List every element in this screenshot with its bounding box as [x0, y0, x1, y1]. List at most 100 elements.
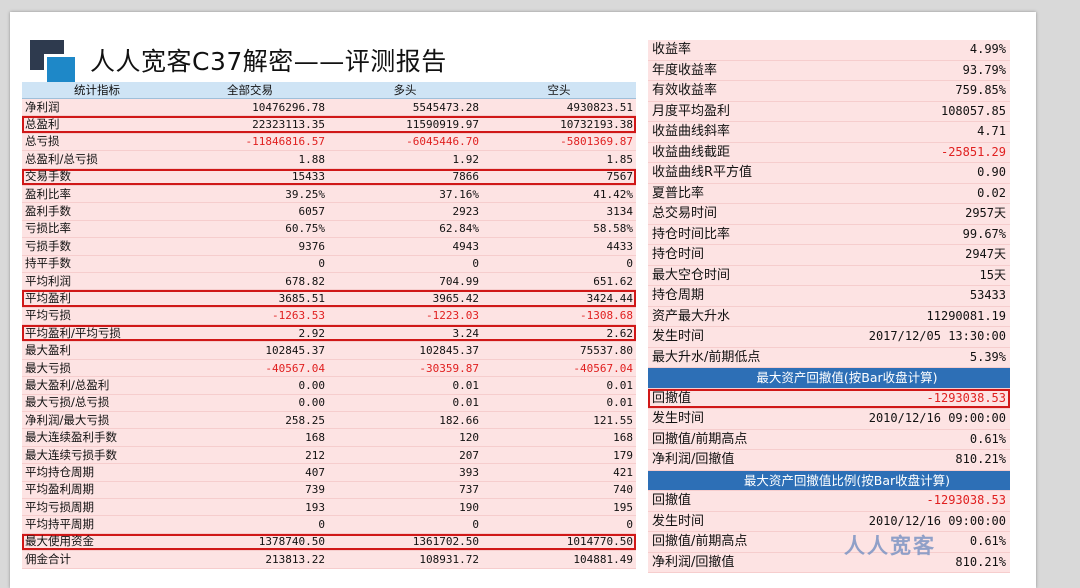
short-value: 0.01 [482, 394, 636, 413]
short-value: 0.01 [482, 376, 636, 395]
metric-value: 53433 [838, 285, 1010, 307]
table-row: 亏损手数 9376 4943 4433 [22, 237, 636, 256]
table-header-row: 统计指标 全部交易 多头 空头 [22, 82, 636, 99]
all-trades-value: 0 [172, 255, 328, 273]
table-row: 收益曲线截距 -25851.29 [648, 142, 1010, 163]
table-row: 总交易时间 2957天 [648, 203, 1010, 225]
section-header-row: 最大资产回撤值(按Bar收盘计算) [648, 367, 1010, 389]
metric-label: 最大连续亏损手数 [22, 446, 172, 465]
short-value: 3424.44 [482, 289, 636, 308]
metric-label: 持仓周期 [648, 285, 838, 307]
long-value: 0.01 [328, 394, 482, 413]
long-value: 3.24 [328, 324, 482, 343]
all-trades-value: -1263.53 [172, 307, 328, 326]
metric-label: 发生时间 [648, 511, 838, 532]
metric-label: 持仓时间比率 [648, 224, 838, 245]
metric-label: 最大连续盈利手数 [22, 428, 172, 447]
metric-label: 回撤值/前期高点 [648, 531, 838, 553]
all-trades-value: 6057 [172, 202, 328, 221]
metric-label: 发生时间 [648, 326, 838, 348]
section-title: 最大资产回撤值(按Bar收盘计算) [648, 367, 1010, 389]
long-value: 5545473.28 [328, 98, 482, 117]
short-value: 1.85 [482, 150, 636, 169]
metric-value: -1293038.53 [838, 388, 1010, 409]
long-value: 4943 [328, 237, 482, 256]
short-value: 41.42% [482, 185, 636, 204]
metric-value: 0.90 [838, 162, 1010, 184]
long-value: 108931.72 [328, 550, 482, 569]
all-trades-value: 1.88 [172, 150, 328, 169]
all-trades-value: 15433 [172, 168, 328, 186]
metric-label: 平均亏损 [22, 307, 172, 326]
report-slide: 人人宽客C37解密——评测报告 统计指标 全部交易 多头 空头 净利润 10476… [10, 12, 1036, 588]
metric-label: 净利润/回撤值 [648, 552, 838, 573]
metric-label: 最大使用资金 [22, 533, 172, 552]
metric-value: 2957天 [838, 203, 1010, 225]
metric-label: 净利润/回撤值 [648, 449, 838, 471]
header-all-trades: 全部交易 [172, 82, 328, 99]
metric-label: 回撤值/前期高点 [648, 429, 838, 450]
header-long: 多头 [328, 82, 482, 99]
table-row: 最大盈利 102845.37 102845.37 75537.80 [22, 341, 636, 360]
long-value: -30359.87 [328, 359, 482, 378]
table-row: 最大升水/前期低点 5.39% [648, 347, 1010, 368]
short-value: 2.62 [482, 324, 636, 343]
short-value: 10732193.38 [482, 115, 636, 134]
all-trades-value: 678.82 [172, 272, 328, 291]
short-value: 421 [482, 463, 636, 482]
all-trades-value: -40567.04 [172, 359, 328, 378]
table-row: 最大连续盈利手数 168 120 168 [22, 428, 636, 447]
metric-label: 总盈利/总亏损 [22, 150, 172, 169]
long-value: 207 [328, 446, 482, 465]
metric-label: 回撤值 [648, 388, 838, 409]
all-trades-value: 739 [172, 481, 328, 499]
table-row: 净利润 10476296.78 5545473.28 4930823.51 [22, 98, 636, 117]
table-row: 最大盈利/总盈利 0.00 0.01 0.01 [22, 376, 636, 395]
metric-label: 收益曲线斜率 [648, 121, 838, 143]
metric-value: 0.02 [838, 183, 1010, 204]
metric-label: 总亏损 [22, 133, 172, 152]
metric-value: 99.67% [838, 224, 1010, 245]
all-trades-value: 0.00 [172, 376, 328, 395]
short-value: 0 [482, 515, 636, 534]
watermark: 人人宽客 [844, 534, 936, 558]
table-row: 发生时间 2010/12/16 09:00:00 [648, 511, 1010, 532]
short-value: -40567.04 [482, 359, 636, 378]
table-row: 亏损比率 60.75% 62.84% 58.58% [22, 220, 636, 239]
short-value: 7567 [482, 168, 636, 186]
metric-value: 2017/12/05 13:30:00 [838, 326, 1010, 348]
metric-label: 盈利比率 [22, 185, 172, 204]
table-row: 回撤值/前期高点 0.61% [648, 429, 1010, 450]
table-row: 最大使用资金 1378740.50 1361702.50 1014770.50 [22, 533, 636, 552]
metric-label: 平均盈利/平均亏损 [22, 324, 172, 343]
metric-label: 平均盈利 [22, 289, 172, 308]
short-value: 104881.49 [482, 550, 636, 569]
metric-value: 810.21% [838, 552, 1010, 573]
metric-label: 发生时间 [648, 408, 838, 430]
short-value: 651.62 [482, 272, 636, 291]
all-trades-value: 407 [172, 463, 328, 482]
all-trades-value: 3685.51 [172, 289, 328, 308]
all-trades-value: 193 [172, 498, 328, 517]
short-value: 195 [482, 498, 636, 517]
table-row: 盈利比率 39.25% 37.16% 41.42% [22, 185, 636, 204]
metric-label: 有效收益率 [648, 80, 838, 102]
short-value: 179 [482, 446, 636, 465]
all-trades-value: 213813.22 [172, 550, 328, 569]
short-value: -1308.68 [482, 307, 636, 326]
metric-label: 净利润/最大亏损 [22, 411, 172, 430]
long-value: 704.99 [328, 272, 482, 291]
metric-value: 759.85% [838, 80, 1010, 102]
header-short: 空头 [482, 82, 636, 99]
table-row: 平均持仓周期 407 393 421 [22, 463, 636, 482]
metric-label: 夏普比率 [648, 183, 838, 204]
metric-value: 0.61% [838, 429, 1010, 450]
metric-label: 亏损手数 [22, 237, 172, 256]
table-row: 总亏损 -11846816.57 -6045446.70 -5801369.87 [22, 133, 636, 152]
all-trades-value: 9376 [172, 237, 328, 256]
metric-value: 5.39% [838, 347, 1010, 368]
all-trades-value: 0 [172, 515, 328, 534]
metric-label: 平均盈利周期 [22, 481, 172, 499]
metric-label: 持仓时间 [648, 244, 838, 266]
table-row: 平均持平周期 0 0 0 [22, 515, 636, 534]
